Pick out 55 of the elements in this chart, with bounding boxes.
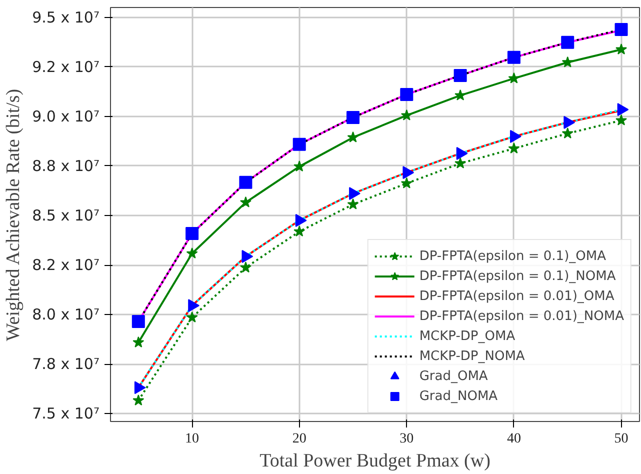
point bbox=[186, 227, 199, 240]
y-tick-label: 7.5 x 10⁷ bbox=[32, 404, 100, 423]
legend-label: DP-FPTA(epsilon = 0.01)_NOMA bbox=[419, 308, 624, 325]
point bbox=[132, 314, 145, 328]
legend-label: MCKP-DP_OMA bbox=[419, 328, 516, 345]
point bbox=[454, 89, 466, 100]
point bbox=[132, 336, 144, 348]
y-tick-label: 8.5 x 10⁷ bbox=[32, 206, 100, 224]
point bbox=[510, 130, 522, 143]
y-axis-title: Weighted Achievable Rate (bit/s) bbox=[3, 88, 24, 342]
point bbox=[294, 226, 306, 236]
point bbox=[240, 262, 252, 273]
y-tick-label: 7.8 x 10⁷ bbox=[32, 355, 100, 374]
x-tick-label: 30 bbox=[400, 432, 414, 446]
point bbox=[562, 127, 574, 138]
point bbox=[294, 160, 306, 172]
point bbox=[186, 312, 198, 322]
legend-label: Grad_OMA bbox=[419, 368, 488, 385]
point bbox=[454, 157, 466, 168]
point bbox=[616, 43, 627, 54]
legend-label: MCKP-DP_NOMA bbox=[419, 348, 525, 365]
x-tick-label: 50 bbox=[614, 432, 628, 446]
legend-label: Grad_NOMA bbox=[419, 388, 498, 405]
point bbox=[507, 50, 520, 64]
point bbox=[562, 56, 574, 68]
y-tick-label: 8.8 x 10⁷ bbox=[32, 156, 100, 175]
point bbox=[508, 72, 520, 84]
x-tick-label: 20 bbox=[292, 432, 306, 446]
y-tick-label: 9.5 x 10⁷ bbox=[32, 8, 100, 26]
point bbox=[616, 114, 627, 126]
point bbox=[132, 394, 144, 406]
point bbox=[454, 68, 467, 82]
point bbox=[400, 88, 414, 101]
point bbox=[186, 248, 198, 258]
y-tick-label: 8.0 x 10⁷ bbox=[32, 306, 100, 324]
point bbox=[292, 138, 306, 151]
point bbox=[400, 177, 412, 188]
x-axis-title: Total Power Budget Pmax (w) bbox=[260, 450, 490, 472]
point bbox=[347, 198, 359, 210]
y-tick-label: 9.2 x 10⁷ bbox=[32, 58, 100, 76]
point bbox=[508, 142, 520, 154]
y-tick-label: 9.0 x 10⁷ bbox=[32, 107, 100, 126]
legend-label: DP-FPTA(epsilon = 0.1)_OMA bbox=[419, 248, 606, 265]
point bbox=[239, 176, 252, 189]
point bbox=[561, 36, 574, 49]
x-tick-label: 40 bbox=[506, 432, 521, 446]
point bbox=[400, 109, 412, 120]
legend-label: DP-FPTA(epsilon = 0.1)_NOMA bbox=[419, 268, 616, 285]
point bbox=[346, 110, 360, 124]
point bbox=[614, 22, 628, 36]
point bbox=[240, 196, 252, 208]
legend-label: DP-FPTA(epsilon = 0.01)_OMA bbox=[419, 288, 614, 305]
point bbox=[347, 131, 359, 142]
x-tick-label: 10 bbox=[185, 432, 200, 446]
y-tick-label: 8.2 x 10⁷ bbox=[32, 256, 100, 274]
